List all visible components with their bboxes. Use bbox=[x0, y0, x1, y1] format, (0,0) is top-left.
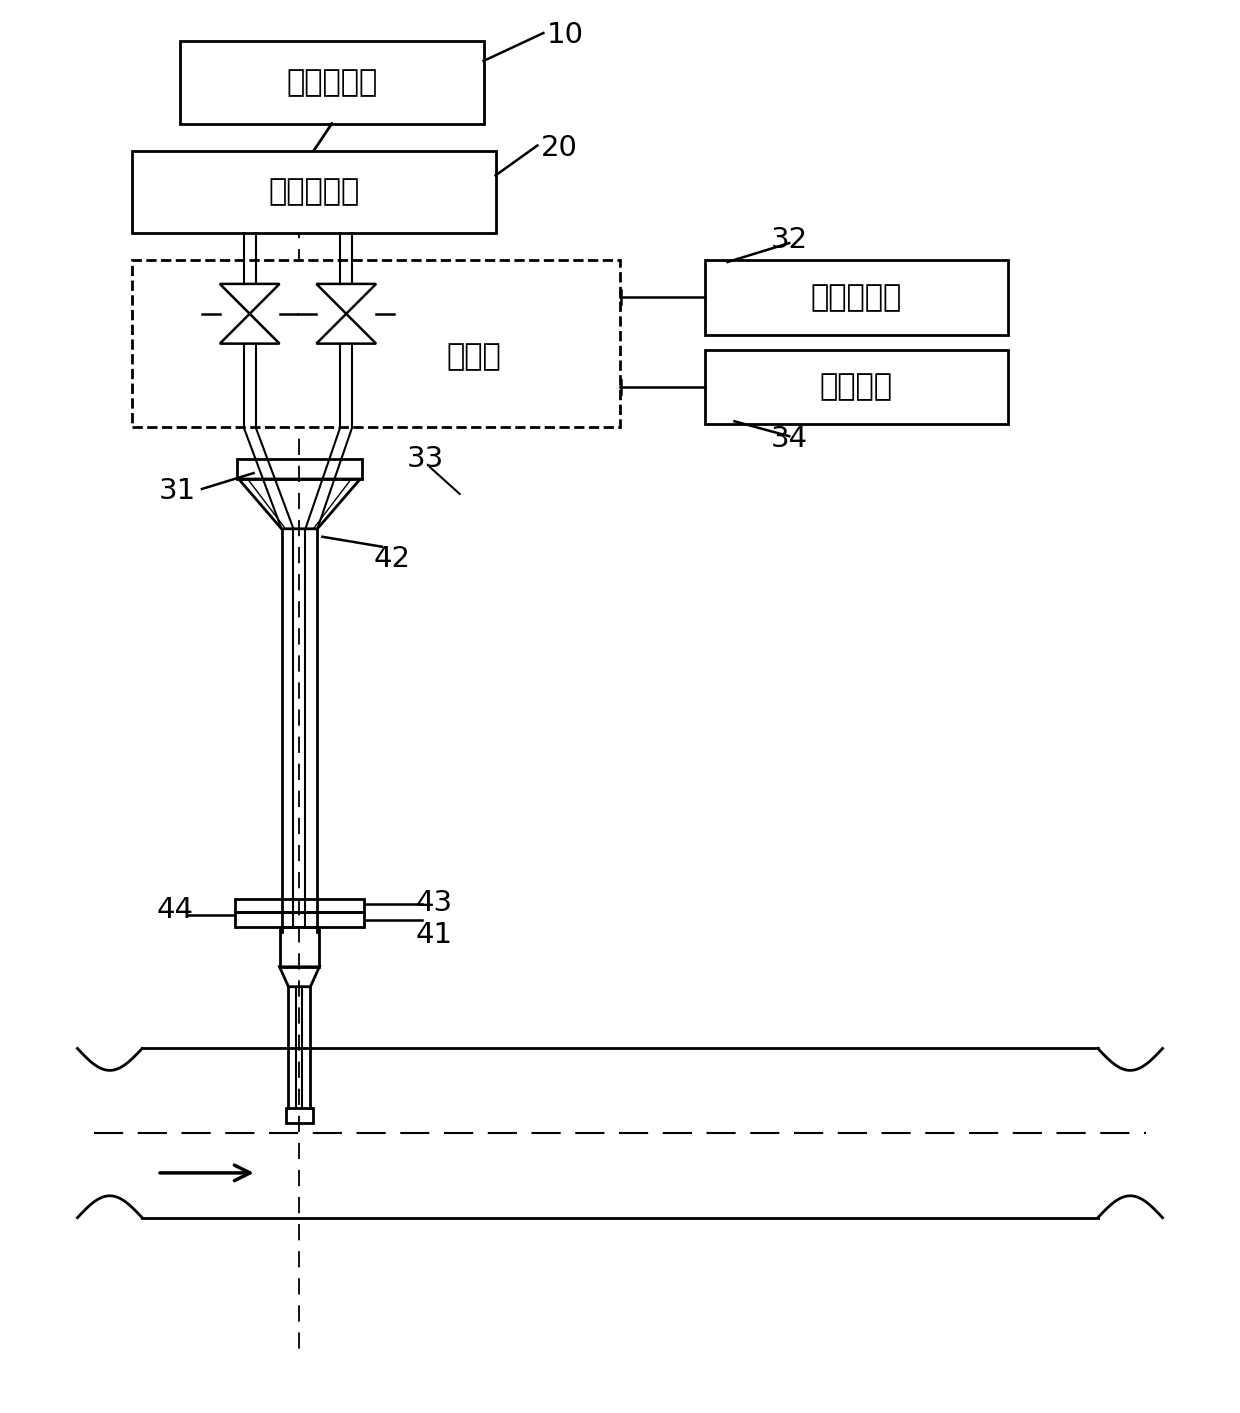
Text: 34: 34 bbox=[771, 425, 807, 454]
Text: 流量计算仪: 流量计算仪 bbox=[286, 68, 377, 97]
Bar bbox=[234, 899, 365, 911]
Bar bbox=[704, 260, 1008, 335]
Text: 差压变送器: 差压变送器 bbox=[268, 177, 360, 206]
Text: 控制器: 控制器 bbox=[446, 342, 501, 372]
Text: 加热装置: 加热装置 bbox=[820, 373, 893, 401]
Bar bbox=[704, 349, 1008, 424]
Text: 33: 33 bbox=[407, 445, 444, 473]
Text: 32: 32 bbox=[771, 226, 807, 254]
Bar bbox=[133, 260, 620, 427]
Text: 43: 43 bbox=[415, 889, 453, 917]
Text: 41: 41 bbox=[415, 921, 453, 950]
Bar bbox=[180, 41, 484, 123]
Text: 42: 42 bbox=[373, 544, 410, 572]
Bar bbox=[133, 151, 496, 233]
Text: 31: 31 bbox=[159, 478, 196, 504]
Text: 温度传感器: 温度传感器 bbox=[811, 283, 901, 312]
Text: 10: 10 bbox=[547, 21, 584, 49]
Bar bbox=[234, 911, 365, 927]
Bar bbox=[237, 459, 362, 479]
Bar bbox=[285, 1108, 314, 1123]
Bar bbox=[279, 927, 320, 966]
Text: 20: 20 bbox=[541, 133, 578, 161]
Text: 44: 44 bbox=[156, 896, 193, 924]
